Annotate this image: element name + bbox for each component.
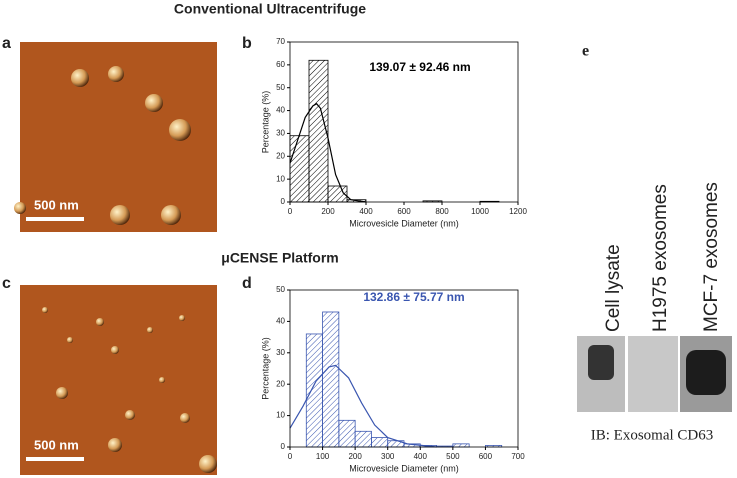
scale-bar-label: 500 nm [34,197,79,212]
western-blot: Cell lysate H1975 exosomes MCF-7 exosome… [577,182,732,443]
y-tick-label: 0 [281,442,286,451]
x-tick-label: 300 [381,452,395,461]
section-title: Conventional Ultracentrifuge [174,1,366,17]
blot-caption: IB: Exosomal CD63 [591,427,714,443]
y-tick-label: 10 [276,174,285,183]
panel-label: b [242,35,252,52]
x-axis-label: Microvesicle Diameter (nm) [349,463,459,473]
x-tick-label: 1000 [471,207,489,216]
section-title: μCENSE Platform [221,250,338,266]
bar [308,59,329,203]
y-tick-label: 10 [276,411,285,420]
fit-curve [289,102,367,203]
annotation: 139.07 ± 92.46 nm [369,60,470,74]
x-tick-label: 200 [321,207,335,216]
afm-image: 500 nm [20,285,217,475]
y-tick-label: 0 [281,197,286,206]
x-tick-label: 1200 [509,207,527,216]
bar [371,437,389,448]
y-tick-label: 40 [276,317,285,326]
bar [452,443,470,448]
x-tick-label: 100 [316,452,330,461]
x-axis-label: Microvesicle Diameter (nm) [349,218,459,228]
bar [354,430,372,448]
y-tick-label: 50 [276,285,285,294]
y-tick-label: 30 [276,348,285,357]
y-tick-label: 60 [276,60,285,69]
y-axis-label: Percentage (%) [260,337,270,400]
scale-bar-label: 500 nm [34,437,79,452]
x-tick-label: 400 [414,452,428,461]
bar [305,333,323,448]
y-tick-label: 40 [276,106,285,115]
panel-label: c [2,275,11,292]
y-tick-label: 50 [276,83,285,92]
lane-label: Cell lysate [603,244,624,332]
annotation: 132.86 ± 75.77 nm [363,290,464,304]
fit-curve [289,364,437,448]
x-tick-label: 800 [435,207,449,216]
y-tick-label: 20 [276,151,285,160]
x-tick-label: 500 [446,452,460,461]
plot-frame [289,289,519,448]
x-tick-label: 600 [397,207,411,216]
y-tick-label: 20 [276,379,285,388]
lane-label: MCF-7 exosomes [701,182,722,332]
bar [338,419,356,448]
x-tick-label: 400 [359,207,373,216]
y-axis-label: Percentage (%) [260,91,270,154]
x-tick-label: 0 [288,452,293,461]
panel-label: a [2,35,11,52]
x-tick-label: 600 [479,452,493,461]
panel-label: d [242,275,252,292]
y-tick-label: 30 [276,129,285,138]
lane-label: H1975 exosomes [650,184,671,332]
x-tick-label: 0 [288,207,293,216]
afm-image: 500 nm [14,42,217,232]
y-tick-label: 70 [276,37,285,46]
bar [322,311,340,448]
x-tick-label: 700 [511,452,525,461]
panel-label: e [582,43,589,60]
bar [289,135,310,203]
x-tick-label: 200 [348,452,362,461]
